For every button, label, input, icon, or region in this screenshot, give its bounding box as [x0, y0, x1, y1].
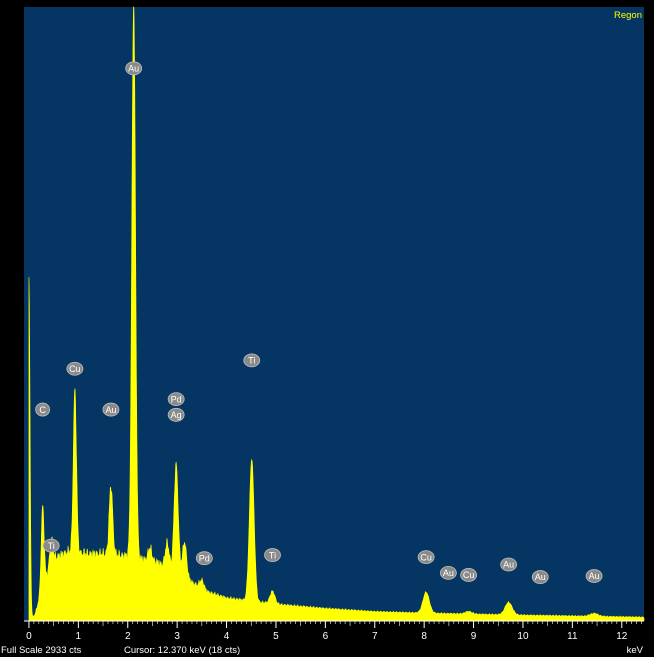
- peak-label-bubble: [167, 407, 185, 422]
- peak-label-bubble: [42, 538, 60, 553]
- peak-label-bubble: [531, 570, 549, 584]
- x-tick-label: 3: [174, 631, 180, 642]
- peak-label-text: Ti: [269, 550, 276, 560]
- peak-label-ti[interactable]: Ti: [264, 548, 281, 562]
- peak-label-bubble: [417, 550, 435, 565]
- peak-label-text: Pd: [199, 553, 210, 563]
- peak-label-bubble: [439, 565, 457, 580]
- peak-label-text: Au: [128, 64, 139, 74]
- peak-label-au[interactable]: Au: [439, 565, 457, 580]
- peak-labels-layer: Au C Ti Cu Au Pd Ag Pd Ti Ti Cu Au Cu Au Au Au: [35, 61, 603, 584]
- peak-label-text: Pd: [171, 394, 182, 404]
- x-tick-label: 1: [76, 631, 82, 642]
- peak-label-bubble: [500, 557, 518, 572]
- peak-label-c[interactable]: C: [35, 402, 51, 417]
- peak-label-text: Cu: [420, 552, 432, 562]
- peak-label-au[interactable]: Au: [102, 402, 120, 417]
- x-tick-label: 4: [224, 631, 230, 642]
- peak-label-bubble: [125, 61, 143, 76]
- peak-label-ti[interactable]: Ti: [42, 538, 60, 553]
- peak-label-bubble: [35, 402, 51, 417]
- peak-label-bubble: [66, 361, 84, 376]
- x-tick-label: 7: [372, 631, 378, 642]
- spectrum-trace: [28, 5, 645, 622]
- x-axis: 0 1 2 3 4 5 6 7 8 9 10 11 12: [26, 621, 642, 642]
- x-tick-label: 11: [567, 631, 578, 642]
- x-tick-label: 6: [323, 631, 329, 642]
- peak-label-bubble: [243, 353, 261, 368]
- peak-label-text: Au: [443, 568, 454, 578]
- peak-label-au[interactable]: Au: [531, 570, 549, 584]
- x-tick-label: 2: [125, 631, 131, 642]
- spectrum-layer: [28, 5, 645, 622]
- peak-label-cu[interactable]: Cu: [460, 568, 478, 582]
- peak-label-pd[interactable]: Pd: [167, 392, 185, 406]
- region-label: Regon: [614, 10, 642, 21]
- peak-label-text: Au: [105, 405, 116, 415]
- peak-label-bubble: [460, 568, 478, 582]
- peak-label-text: Au: [535, 572, 546, 582]
- peak-label-text: Ag: [171, 410, 182, 420]
- peak-label-ti[interactable]: Ti: [243, 353, 261, 368]
- peak-label-text: Cu: [463, 570, 475, 580]
- peak-label-text: Cu: [69, 364, 81, 374]
- peak-label-text: Ti: [248, 356, 255, 366]
- x-tick-label: 0: [26, 631, 32, 642]
- full-scale-readout: Full Scale 2933 cts: [1, 645, 82, 656]
- peak-label-au[interactable]: Au: [585, 569, 603, 583]
- peak-label-ag[interactable]: Ag: [167, 407, 185, 422]
- x-tick-label: 5: [273, 631, 279, 642]
- peak-label-text: C: [39, 405, 46, 415]
- peak-label-bubble: [195, 551, 213, 566]
- peak-label-bubble: [102, 402, 120, 417]
- peak-label-cu[interactable]: Cu: [417, 550, 435, 565]
- peak-label-bubble: [585, 569, 603, 583]
- peak-label-cu[interactable]: Cu: [66, 361, 84, 376]
- peak-label-pd[interactable]: Pd: [195, 551, 213, 566]
- peak-label-au[interactable]: Au: [125, 61, 143, 76]
- plot-background: [24, 7, 644, 621]
- peak-label-au[interactable]: Au: [500, 557, 518, 572]
- peak-label-bubble: [167, 392, 185, 406]
- cursor-readout: Cursor: 12.370 keV (18 cts): [124, 645, 240, 656]
- peak-label-bubble: [264, 548, 281, 562]
- x-tick-label: 8: [421, 631, 427, 642]
- peak-label-text: Au: [503, 560, 514, 570]
- x-tick-label: 9: [471, 631, 477, 642]
- x-tick-label: 12: [616, 631, 628, 642]
- peak-label-text: Au: [589, 571, 600, 581]
- x-tick-label: 10: [517, 631, 529, 642]
- x-axis-unit-label: keV: [627, 645, 644, 656]
- peak-label-text: Ti: [48, 541, 55, 551]
